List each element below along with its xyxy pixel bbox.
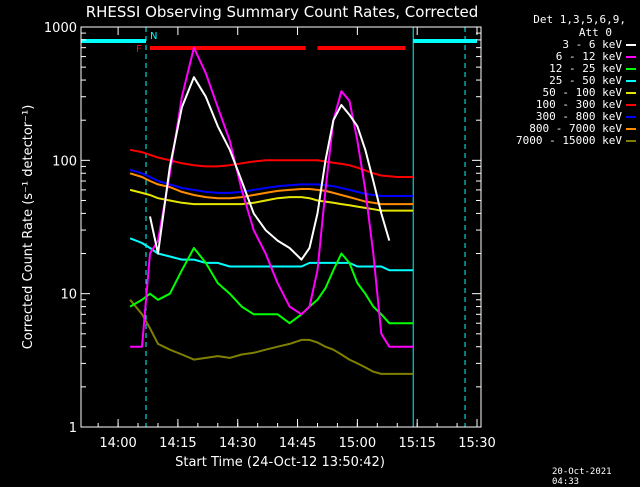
legend-label: 50 - 100 keV <box>542 86 622 99</box>
legend-swatch <box>626 128 636 130</box>
y-tick-label-3: 1000 <box>44 21 77 36</box>
legend-label: 800 - 7000 keV <box>529 122 622 135</box>
x-tick-label-3: 14:45 <box>279 436 316 451</box>
legend-entry: 12 - 25 keV <box>484 63 636 75</box>
legend-label: 12 - 25 keV <box>549 62 622 75</box>
plot-area: FN <box>81 27 478 427</box>
x-tick-label-1: 14:15 <box>159 436 196 451</box>
series-line-2 <box>129 247 414 325</box>
series-line-8 <box>129 299 414 375</box>
legend-swatch <box>626 44 636 46</box>
y-axis-label: Corrected Count Rate (s⁻¹ detector⁻¹) <box>21 105 36 350</box>
series-line-1 <box>130 46 414 348</box>
chart-title: RHESSI Observing Summary Count Rates, Co… <box>86 3 479 21</box>
x-tick-label-2: 14:30 <box>219 436 256 451</box>
series-line-6 <box>129 168 414 197</box>
legend-detectors: Det 1,3,5,6,9, <box>533 13 626 26</box>
y-tick-label-2: 100 <box>52 154 77 169</box>
timestamp: 20-Oct-2021 04:33 <box>552 467 612 487</box>
legend-label: 6 - 12 keV <box>555 50 622 63</box>
x-tick-label-4: 15:00 <box>339 436 376 451</box>
legend-attenuator: Att 0 <box>578 26 612 39</box>
series-line-7 <box>129 172 414 206</box>
x-axis-label: Start Time (24-Oct-12 13:50:42) <box>175 455 385 470</box>
series-line-0 <box>149 76 391 261</box>
legend-entry: 800 - 7000 keV <box>484 123 636 135</box>
legend-swatch <box>626 92 636 94</box>
legend-label: 7000 - 15000 keV <box>516 134 622 147</box>
flare-flag-label: F <box>136 44 142 55</box>
legend-label: 100 - 300 keV <box>535 98 622 111</box>
series-line-4 <box>129 188 414 212</box>
legend-label: 25 - 50 keV <box>549 74 622 87</box>
y-tick-label-0: 1 <box>69 421 77 436</box>
legend-entry: 100 - 300 keV <box>484 99 636 111</box>
y-tick-label-1: 10 <box>60 288 77 303</box>
legend-swatch <box>626 80 636 82</box>
x-tick-label-6: 15:30 <box>458 436 495 451</box>
axis-frame <box>80 26 482 428</box>
legend-entry: 7000 - 15000 keV <box>484 135 636 147</box>
legend-entry: 6 - 12 keV <box>484 51 636 63</box>
x-tick-label-5: 15:15 <box>398 436 435 451</box>
legend-entry: 3 - 6 keV <box>484 39 636 51</box>
legend-swatch <box>626 116 636 118</box>
legend-entry: 25 - 50 keV <box>484 75 636 87</box>
legend-entries: 3 - 6 keV 6 - 12 keV 12 - 25 keV 25 - 50 ke… <box>484 39 636 147</box>
legend-swatch <box>626 56 636 58</box>
night-flag-label: N <box>150 31 157 42</box>
legend-label: 300 - 800 keV <box>535 110 622 123</box>
series-line-5 <box>129 148 414 178</box>
legend-swatch <box>626 140 636 142</box>
axis-ticks: 14:00 14:15 14:30 14:45 15:00 15:15 15:30 1 10 10… <box>44 21 496 451</box>
legend-label: 3 - 6 keV <box>562 38 622 51</box>
legend-entry: 300 - 800 keV <box>484 111 636 123</box>
series-line-3 <box>129 237 414 272</box>
legend-swatch <box>626 104 636 106</box>
legend-entry: 50 - 100 keV <box>484 87 636 99</box>
x-tick-label-0: 14:00 <box>99 436 136 451</box>
legend-swatch <box>626 68 636 70</box>
legend: Det 1,3,5,6,9, Att 0 3 - 6 keV 6 - 12 keV… <box>484 13 636 147</box>
